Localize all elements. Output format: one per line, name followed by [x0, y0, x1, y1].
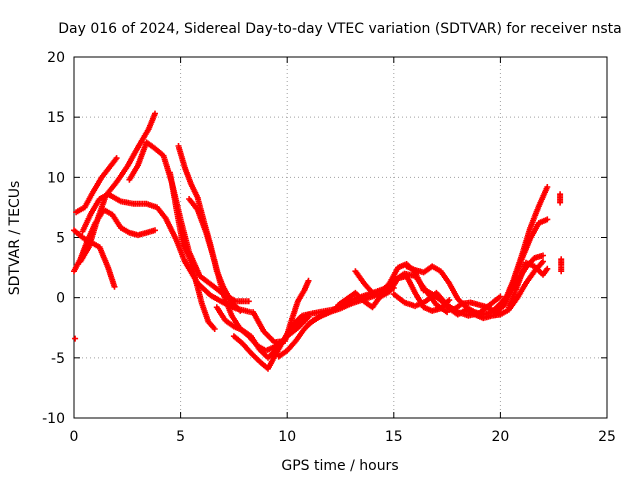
- y-tick-label: 0: [56, 291, 65, 307]
- series-track-13: [250, 277, 312, 346]
- data-point: [237, 307, 244, 314]
- y-tick-label: -10: [42, 411, 65, 427]
- series-track-4: [77, 110, 158, 265]
- data-point: [558, 268, 565, 275]
- x-tick-label: 5: [176, 429, 185, 445]
- x-tick-label: 0: [70, 429, 79, 445]
- x-tick-label: 15: [385, 429, 403, 445]
- x-axis-label: GPS time / hours: [281, 458, 398, 474]
- data-point: [446, 297, 453, 304]
- x-tick-label: 25: [598, 429, 616, 445]
- data-point: [113, 155, 120, 162]
- data-point: [305, 277, 312, 284]
- data-point: [152, 227, 158, 234]
- data-point: [557, 199, 564, 206]
- y-tick-label: 20: [47, 50, 65, 66]
- series-track-22: [505, 259, 551, 311]
- data-point: [540, 258, 546, 265]
- data-point: [544, 265, 551, 272]
- data-point: [540, 252, 546, 259]
- series-track-21: [493, 184, 551, 318]
- data-point: [72, 335, 79, 342]
- y-tick-label: 5: [56, 231, 65, 247]
- data-points: [71, 110, 565, 372]
- y-tick-label: 15: [47, 110, 65, 126]
- data-point: [544, 184, 551, 190]
- data-point: [245, 298, 252, 305]
- x-tick-label: 20: [491, 429, 509, 445]
- y-axis-label: SDTVAR / TECUs: [7, 181, 23, 296]
- data-point: [211, 326, 218, 332]
- series-track-8: [166, 169, 218, 332]
- data-point: [111, 283, 118, 290]
- series-track-3: [73, 155, 120, 216]
- y-tick-label: -5: [51, 351, 65, 367]
- data-point: [497, 293, 504, 300]
- data-point: [544, 216, 551, 223]
- series-track-23: [72, 191, 565, 342]
- axis-ticks: 0 5 10 15 20 25 -10 -5 0 5 10 15 20: [42, 50, 616, 445]
- y-tick-label: 10: [47, 170, 65, 186]
- x-tick-label: 10: [278, 429, 296, 445]
- chart-title: Day 016 of 2024, Sidereal Day-to-day VTE…: [58, 21, 621, 37]
- data-point: [152, 110, 158, 117]
